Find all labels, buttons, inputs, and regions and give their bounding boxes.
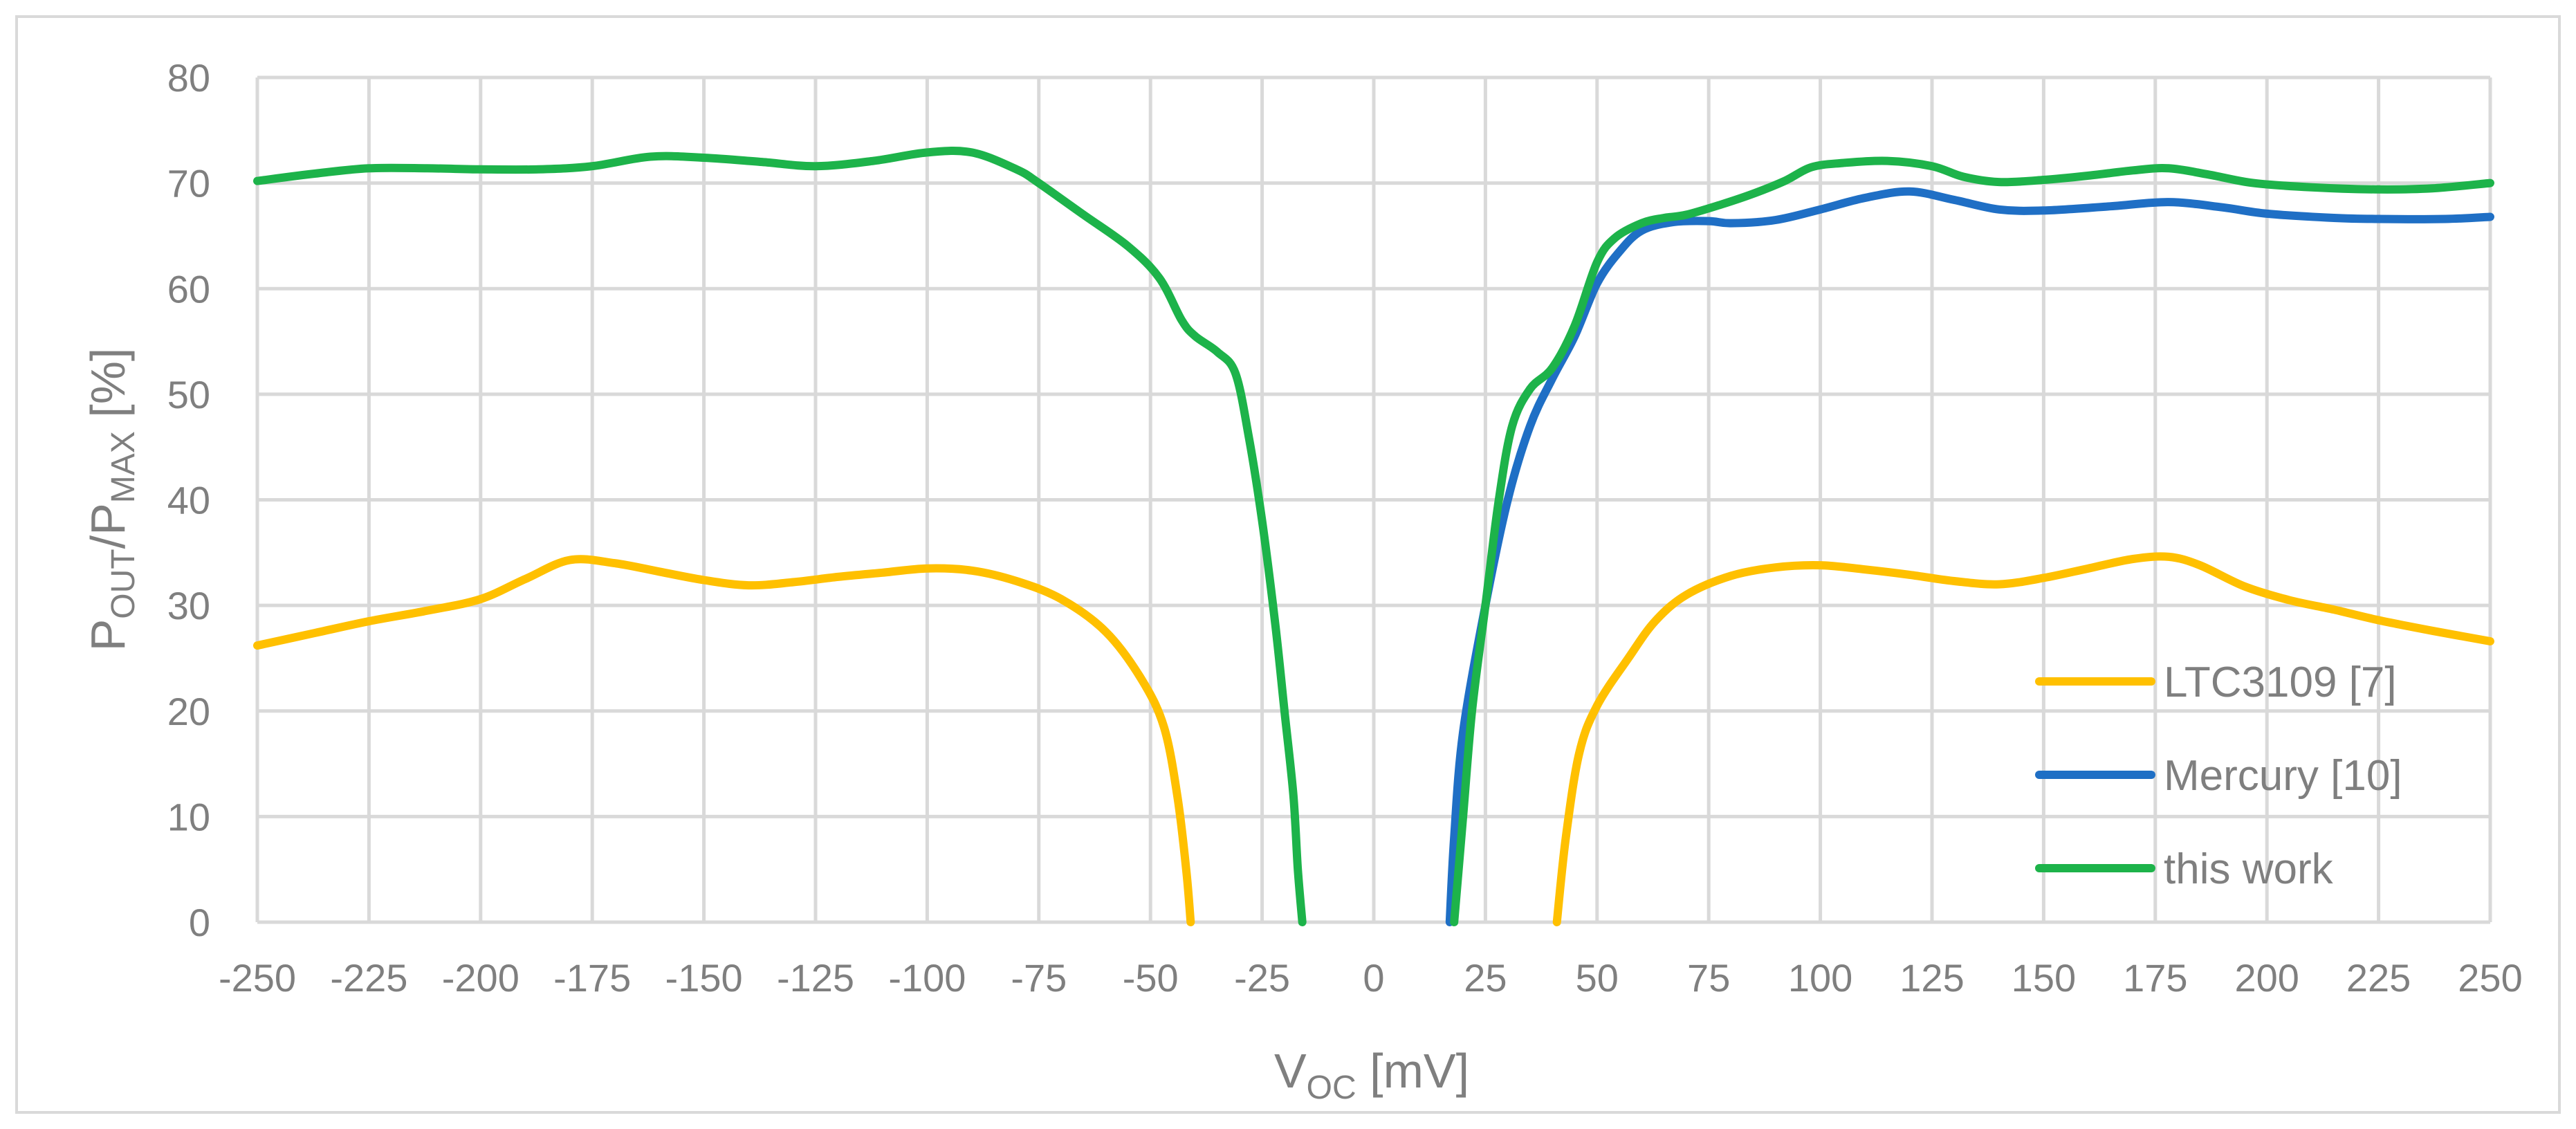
y-axis-title-sub1: OUT	[105, 549, 142, 618]
legend-label-this-work: this work	[2164, 845, 2334, 893]
chart-frame	[15, 15, 2561, 1114]
y-tick-label-10: 10	[167, 795, 210, 838]
x-axis-title-rest: [mV]	[1356, 1044, 1469, 1098]
gridlines	[255, 75, 2492, 924]
y-tick-label-70: 70	[167, 162, 210, 205]
x-tick-label-75: 75	[1687, 956, 1730, 1000]
x-tick-label--100: -100	[888, 956, 966, 1000]
x-tick-label--200: -200	[442, 956, 519, 1000]
x-tick-label-250: 250	[2458, 956, 2522, 1000]
x-tick-label-225: 225	[2346, 956, 2411, 1000]
x-tick-label--50: -50	[1123, 956, 1179, 1000]
y-tick-label-60: 60	[167, 267, 210, 311]
y-tick-label-40: 40	[167, 479, 210, 522]
series-line-ltc3109-7-segment-1	[253, 555, 1195, 926]
x-tick-label-100: 100	[1788, 956, 1852, 1000]
legend-label-ltc3109: LTC3109 [7]	[2164, 659, 2397, 706]
x-tick-label--175: -175	[553, 956, 631, 1000]
x-tick-label--75: -75	[1011, 956, 1067, 1000]
series-line-mercury-10-segment-1	[1445, 187, 2494, 926]
y-axis-title-rest: [%]	[81, 348, 135, 432]
y-tick-label-50: 50	[167, 373, 210, 416]
x-tick-label-200: 200	[2234, 956, 2299, 1000]
x-tick-label-150: 150	[2012, 956, 2076, 1000]
x-axis-title: VOC [mV]	[1274, 1044, 1469, 1106]
legend-label-mercury: Mercury [10]	[2164, 752, 2402, 800]
x-tick-label-175: 175	[2123, 956, 2187, 1000]
x-tick-label-25: 25	[1464, 956, 1507, 1000]
y-tick-labels: 0 10 20 30 40 50 60 70 80	[167, 56, 210, 944]
x-tick-label--225: -225	[330, 956, 407, 1000]
y-axis-title-mid: /P	[81, 503, 135, 549]
y-tick-label-20: 20	[167, 690, 210, 733]
y-axis-title-sub2: MAX	[105, 431, 142, 503]
x-tick-label--125: -125	[777, 956, 854, 1000]
x-tick-labels: -250 -225 -200 -175 -150 -125 -100 -75 -50 -25 0 25…	[219, 956, 2523, 1000]
series-line-this-work-segment-2	[1450, 156, 2494, 926]
series-line-this-work-segment-1	[253, 147, 1307, 926]
x-tick-label-0: 0	[1363, 956, 1384, 1000]
y-axis-title: POUT/PMAX [%]	[81, 348, 142, 652]
x-tick-label--250: -250	[219, 956, 296, 1000]
y-tick-label-0: 0	[189, 901, 210, 944]
legend: LTC3109 [7] Mercury [10] this work	[2035, 659, 2402, 893]
x-axis-title-sub: OC	[1307, 1070, 1356, 1106]
series-lines	[253, 147, 2494, 926]
y-tick-label-80: 80	[167, 56, 210, 100]
y-axis-title-p1: P	[81, 619, 135, 652]
series-line-ltc3109-7-segment-2	[1552, 552, 2494, 926]
y-tick-label-30: 30	[167, 584, 210, 627]
x-tick-label--25: -25	[1234, 956, 1290, 1000]
x-tick-label-50: 50	[1576, 956, 1619, 1000]
x-tick-label--150: -150	[665, 956, 743, 1000]
x-tick-label-125: 125	[1899, 956, 1964, 1000]
x-axis-title-main: V	[1274, 1044, 1307, 1098]
